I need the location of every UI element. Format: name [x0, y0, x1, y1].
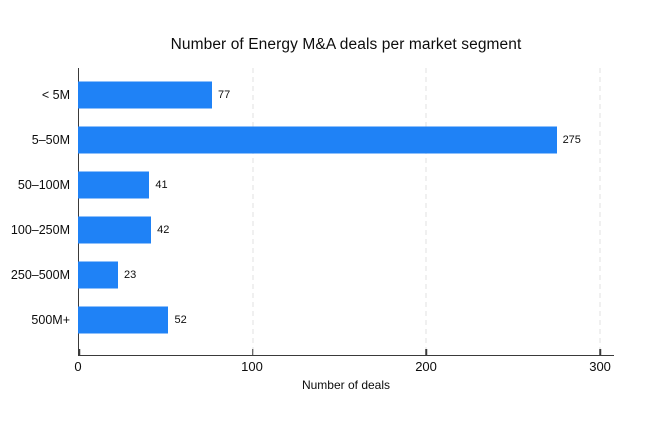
bar-row: < 5M 77: [0, 72, 652, 117]
bar-rows: < 5M 77 5–50M 275 50–100M 41 100–250M: [0, 72, 652, 342]
x-tick-label: 0: [74, 359, 82, 374]
bar-track: 42: [78, 207, 614, 252]
bar-row: 500M+ 52: [0, 297, 652, 342]
bar-track: 41: [78, 162, 614, 207]
bar: [78, 171, 150, 198]
category-label: < 5M: [41, 87, 70, 102]
x-tick-label: 200: [415, 359, 437, 374]
category-label: 250–500M: [10, 267, 70, 282]
x-tick-mark: [599, 349, 601, 355]
gridline: [599, 68, 601, 355]
bar: [78, 126, 557, 153]
category-label: 100–250M: [10, 222, 70, 237]
x-tick-label: 300: [589, 359, 611, 374]
value-label: 23: [124, 268, 137, 281]
value-label: 275: [562, 133, 581, 146]
x-tick-label: 100: [241, 359, 263, 374]
bar: [78, 81, 212, 108]
value-label: 42: [157, 223, 170, 236]
x-axis: 0 100 200 300: [74, 359, 614, 374]
category-label: 5–50M: [31, 132, 70, 147]
bar-track: 23: [78, 252, 614, 297]
x-tick-mark: [78, 349, 80, 355]
bar-row: 5–50M 275: [0, 117, 652, 162]
x-tick-mark: [425, 349, 428, 355]
bar: [78, 306, 169, 333]
plot-area: [78, 68, 614, 356]
x-axis-title: Number of deals: [301, 378, 391, 392]
chart-title: Number of Energy M&A deals per market se…: [170, 36, 522, 53]
bar-row: 50–100M 41: [0, 162, 652, 207]
bar-track: 52: [78, 297, 614, 342]
bar-track: 275: [78, 117, 614, 162]
category-label: 50–100M: [17, 177, 70, 192]
x-tick-mark: [251, 349, 254, 355]
bar: [78, 216, 152, 243]
bar-track: 77: [78, 72, 614, 117]
gridline: [425, 68, 427, 355]
value-label: 52: [174, 313, 187, 326]
bar: [78, 261, 119, 288]
gridline: [252, 68, 254, 355]
value-label: 77: [218, 88, 231, 101]
bar-row: 100–250M 42: [0, 207, 652, 252]
bar-row: 250–500M 23: [0, 252, 652, 297]
category-label: 500M+: [31, 312, 70, 327]
value-label: 41: [155, 178, 168, 191]
